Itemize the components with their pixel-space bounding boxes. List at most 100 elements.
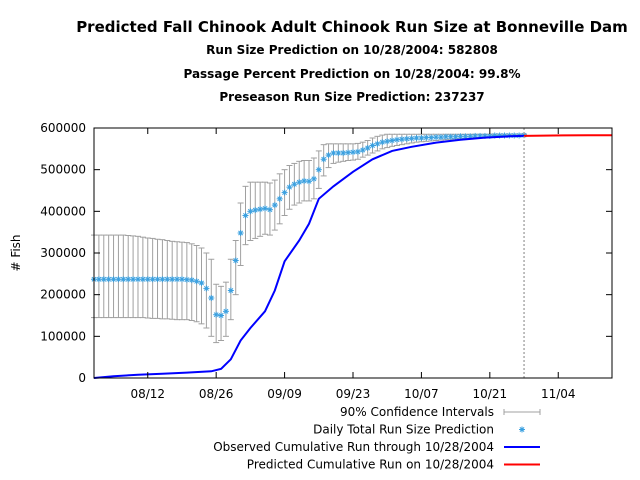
star-stroke-d2 [306, 178, 312, 184]
daily-prediction-point [359, 147, 366, 154]
daily-prediction-point [198, 280, 205, 286]
daily-prediction-point [437, 134, 444, 141]
daily-prediction-point [237, 230, 244, 236]
star-stroke-d2 [247, 208, 253, 214]
chart-title: Predicted Fall Chinook Adult Chinook Run… [76, 18, 628, 36]
star-stroke-d2 [115, 276, 121, 282]
x-tick-label: 10/21 [473, 387, 508, 401]
x-tick-label: 08/12 [130, 387, 165, 401]
star-stroke-d2 [111, 276, 117, 282]
star-stroke-d2 [164, 276, 170, 282]
star-stroke-d2 [433, 134, 439, 140]
star-stroke-d2 [326, 152, 332, 158]
daily-prediction-point [340, 150, 347, 156]
legend-label: Observed Cumulative Run through 10/28/20… [213, 440, 494, 454]
x-tick-label: 11/04 [541, 387, 576, 401]
daily-prediction-point [110, 276, 117, 283]
daily-prediction-point [408, 135, 415, 142]
daily-prediction-point [286, 184, 293, 191]
star-stroke-d2 [135, 276, 141, 282]
star-stroke-d2 [458, 133, 463, 139]
plot-area [91, 128, 613, 379]
legend-entry: Predicted Cumulative Run on 10/28/2004 [247, 458, 540, 472]
daily-prediction-point [257, 206, 264, 213]
star-stroke-d2 [208, 295, 214, 301]
y-tick-label: 400000 [40, 204, 86, 218]
star-stroke-d2 [296, 179, 302, 185]
star-stroke-d2 [438, 134, 444, 140]
legend-entry: 90% Confidence Intervals [340, 405, 541, 419]
axes: 0 100000 200000 300000 400000 500000 600000 08/… [40, 121, 613, 401]
legend-label: Daily Total Run Size Prediction [313, 423, 494, 437]
star-stroke-d2 [287, 184, 292, 190]
star-stroke-d2 [243, 213, 248, 218]
star-stroke-d2 [291, 181, 297, 187]
daily-prediction-point [354, 148, 361, 155]
star-stroke-d2 [330, 150, 336, 156]
legend: 90% Confidence Intervals Daily Total Run … [213, 405, 541, 472]
daily-prediction-point [271, 202, 278, 209]
star-stroke-d2 [414, 135, 419, 141]
star-stroke-d2 [203, 285, 209, 291]
star-stroke-d2 [169, 276, 175, 282]
star-stroke-d2 [189, 277, 195, 283]
x-tick-label: 09/09 [267, 387, 302, 401]
daily-prediction-point [306, 178, 313, 185]
daily-prediction-point [281, 189, 288, 196]
star-stroke-d2 [159, 276, 165, 282]
star-stroke-d2 [394, 137, 400, 143]
observed-cumulative-line [93, 134, 525, 379]
y-tick-label: 100000 [40, 329, 86, 343]
star-stroke-d2 [213, 312, 219, 318]
subtitle-preseason: Preseason Run Size Prediction: 237237 [219, 90, 484, 104]
star-stroke-d2 [443, 134, 449, 140]
x-tick-label: 08/26 [199, 387, 234, 401]
star-stroke-d2 [194, 278, 200, 284]
star-stroke-d2 [252, 207, 258, 213]
y-tick-label: 500000 [40, 163, 86, 177]
daily-prediction-point [364, 145, 371, 151]
daily-prediction-point [262, 205, 269, 212]
daily-prediction-point [291, 181, 298, 188]
daily-prediction-point [232, 257, 239, 264]
star-stroke-d2 [335, 150, 341, 156]
daily-prediction-point [457, 133, 464, 140]
predicted-cumulative-line [523, 134, 613, 137]
daily-prediction-point [310, 175, 317, 182]
daily-prediction-point [374, 140, 381, 147]
daily-prediction-point [325, 152, 332, 159]
daily-prediction-point [227, 287, 234, 294]
subtitle-run-size: Run Size Prediction on 10/28/2004: 58280… [206, 43, 498, 57]
star-stroke-d2 [130, 276, 136, 282]
star-stroke-d2 [340, 150, 346, 156]
daily-prediction-point [423, 134, 430, 141]
star-stroke-d2 [423, 135, 429, 141]
star-stroke-d2 [228, 288, 234, 293]
legend-label: 90% Confidence Intervals [340, 405, 494, 419]
star-stroke-d2 [277, 196, 283, 202]
star-stroke-d2 [374, 141, 380, 147]
star-stroke-d2 [453, 134, 459, 140]
star-stroke-d2 [218, 313, 224, 318]
daily-prediction-point [213, 311, 220, 318]
y-tick-label: 0 [78, 371, 86, 385]
daily-prediction-point [452, 133, 459, 140]
star-stroke-d2 [316, 167, 322, 173]
star-stroke-d2 [360, 147, 366, 153]
star-stroke-d2 [472, 133, 478, 139]
star-stroke-d2 [365, 145, 371, 151]
star-stroke-d2 [150, 276, 156, 282]
star-stroke-d2 [404, 136, 410, 142]
y-tick-label: 600000 [40, 121, 86, 135]
star-stroke-d2 [399, 136, 405, 142]
star-stroke-d2 [184, 277, 190, 283]
daily-prediction-point [418, 135, 425, 141]
daily-prediction-point [247, 208, 254, 215]
legend-label: Predicted Cumulative Run on 10/28/2004 [247, 458, 494, 472]
star-stroke-d2 [174, 276, 180, 282]
star-stroke-d2 [345, 150, 351, 156]
star-stroke-d2 [355, 149, 361, 155]
star-stroke-d2 [282, 190, 288, 196]
y-tick-label: 200000 [40, 288, 86, 302]
daily-prediction-point [276, 195, 283, 202]
